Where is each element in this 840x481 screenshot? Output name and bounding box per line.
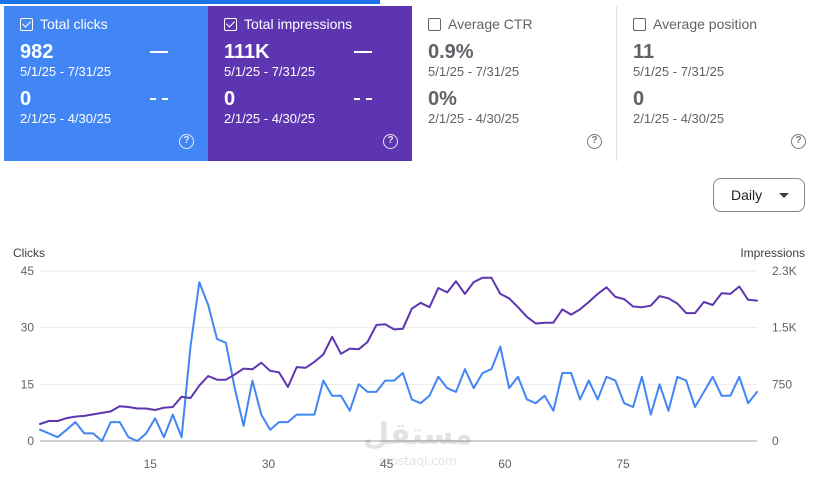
metric-previous: 0 2/1/25 - 4/30/25 xyxy=(20,88,192,127)
metric-date-range: 5/1/25 - 7/31/25 xyxy=(224,64,316,79)
checkbox-checked-icon[interactable] xyxy=(224,17,237,31)
metric-date-range: 2/1/25 - 4/30/25 xyxy=(428,111,520,126)
metric-value: 0 xyxy=(224,88,236,110)
metric-cards: Total clicks 982 5/1/25 - 7/31/25 0 2/1/… xyxy=(4,6,820,161)
help-icon[interactable]: ? xyxy=(587,134,602,149)
metric-current: 111K 5/1/25 - 7/31/25 xyxy=(224,41,396,80)
solid-line-legend-icon xyxy=(354,51,372,53)
metric-value: 111K xyxy=(224,41,270,63)
granularity-label: Daily xyxy=(731,187,763,203)
x-axis: 15 30 45 60 75 xyxy=(144,457,630,471)
metric-date-range: 5/1/25 - 7/31/25 xyxy=(20,64,112,79)
metric-previous: 0% 2/1/25 - 4/30/25 xyxy=(428,88,600,127)
checkbox-unchecked-icon[interactable] xyxy=(633,17,646,31)
metric-current: 0.9% 5/1/25 - 7/31/25 xyxy=(428,41,600,80)
top-accent-strip xyxy=(0,0,380,4)
card-average-ctr[interactable]: Average CTR 0.9% 5/1/25 - 7/31/25 0% 2/1… xyxy=(412,6,616,161)
card-header: Average CTR xyxy=(428,12,600,36)
x-tick-label: 45 xyxy=(380,457,394,471)
metric-value: 982 xyxy=(20,41,54,63)
card-header: Total impressions xyxy=(224,12,396,36)
left-tick-label: 15 xyxy=(21,377,35,391)
left-tick-label: 30 xyxy=(21,321,35,335)
performance-chart[interactable]: Clicks 45 30 15 0 Impressions 2.3K 1.5K 750 0 15… xyxy=(0,240,840,481)
x-tick-label: 60 xyxy=(498,457,512,471)
left-axis-title: Clicks xyxy=(13,246,45,260)
metric-current: 11 5/1/25 - 7/31/25 xyxy=(633,41,804,80)
left-tick-label: 0 xyxy=(27,434,34,448)
checkbox-unchecked-icon[interactable] xyxy=(428,17,441,31)
metric-value: 11 xyxy=(633,41,655,63)
right-tick-label: 0 xyxy=(772,434,779,448)
metric-date-range: 2/1/25 - 4/30/25 xyxy=(633,111,725,126)
metric-date-range: 5/1/25 - 7/31/25 xyxy=(428,64,520,79)
left-axis: Clicks 45 30 15 0 xyxy=(13,246,45,448)
caret-down-icon xyxy=(779,193,789,198)
card-header: Total clicks xyxy=(20,12,192,36)
help-icon[interactable]: ? xyxy=(179,134,194,149)
card-label: Average CTR xyxy=(448,16,533,32)
checkbox-checked-icon[interactable] xyxy=(20,17,33,31)
metric-value: 0% xyxy=(428,88,457,110)
card-label: Average position xyxy=(653,16,758,32)
x-tick-label: 15 xyxy=(144,457,158,471)
metric-date-range: 5/1/25 - 7/31/25 xyxy=(633,64,725,79)
help-icon[interactable]: ? xyxy=(791,134,806,149)
x-tick-label: 30 xyxy=(262,457,276,471)
x-tick-label: 75 xyxy=(616,457,630,471)
card-header: Average position xyxy=(633,12,804,36)
right-axis: Impressions 2.3K 1.5K 750 0 xyxy=(740,246,805,448)
metric-date-range: 2/1/25 - 4/30/25 xyxy=(20,111,112,126)
right-tick-label: 750 xyxy=(772,377,792,391)
right-tick-label: 2.3K xyxy=(772,264,797,278)
clicks-series-line xyxy=(39,281,758,442)
card-total-clicks[interactable]: Total clicks 982 5/1/25 - 7/31/25 0 2/1/… xyxy=(4,6,208,161)
right-tick-label: 1.5K xyxy=(772,321,797,335)
series-lines xyxy=(39,276,758,442)
metric-previous: 0 2/1/25 - 4/30/25 xyxy=(633,88,804,127)
metric-date-range: 2/1/25 - 4/30/25 xyxy=(224,111,316,126)
metric-value: 0.9% xyxy=(428,41,474,63)
metric-value: 0 xyxy=(20,88,32,110)
card-average-position[interactable]: Average position 11 5/1/25 - 7/31/25 0 2… xyxy=(616,6,820,161)
left-tick-label: 45 xyxy=(21,264,35,278)
help-icon[interactable]: ? xyxy=(383,134,398,149)
dashed-line-legend-icon xyxy=(150,98,168,100)
metric-previous: 0 2/1/25 - 4/30/25 xyxy=(224,88,396,127)
right-axis-title: Impressions xyxy=(740,246,805,260)
granularity-dropdown[interactable]: Daily xyxy=(713,178,805,212)
dashed-line-legend-icon xyxy=(354,98,372,100)
solid-line-legend-icon xyxy=(150,51,168,53)
impressions-series-line xyxy=(39,276,758,425)
metric-value: 0 xyxy=(633,88,645,110)
metric-current: 982 5/1/25 - 7/31/25 xyxy=(20,41,192,80)
card-label: Total clicks xyxy=(40,16,108,32)
card-label: Total impressions xyxy=(244,16,353,32)
card-total-impressions[interactable]: Total impressions 111K 5/1/25 - 7/31/25 … xyxy=(208,6,412,161)
gridlines xyxy=(40,270,757,442)
